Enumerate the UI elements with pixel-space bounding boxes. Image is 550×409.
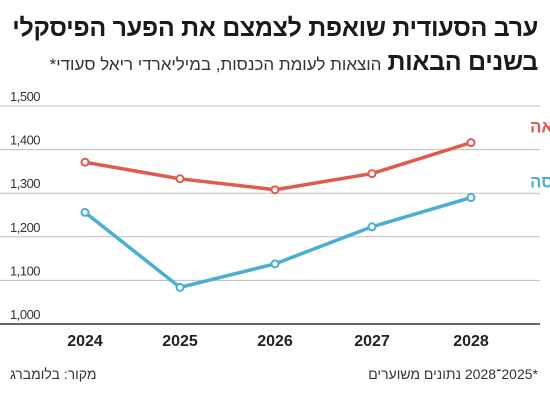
data-point bbox=[466, 193, 476, 203]
y-tick-label: 1,100 bbox=[10, 263, 40, 278]
data-point bbox=[367, 169, 377, 179]
series-label: הכנסה bbox=[530, 173, 550, 192]
data-point bbox=[270, 259, 280, 269]
data-point bbox=[270, 185, 280, 195]
chart-title: ערב הסעודית שואפת לצמצם את הפער הפיסקלי bbox=[12, 14, 538, 42]
data-point bbox=[175, 174, 185, 184]
chart-footer: מקור: בלומברג *2025־2028 נתונים משוערים bbox=[10, 366, 538, 388]
chart-subtitle: הוצאות לעומת הכנסות, במיליארדי ריאל סעוד… bbox=[49, 55, 382, 74]
x-tick-label: 2027 bbox=[354, 333, 390, 350]
series-label: הוצאה bbox=[530, 118, 550, 137]
x-tick-label: 2024 bbox=[67, 333, 103, 350]
chart-title-line2: בשנים הבאות bbox=[387, 48, 538, 76]
y-tick-label: 1,000 bbox=[10, 307, 40, 322]
source-note: מקור: בלומברג bbox=[10, 366, 97, 382]
data-point bbox=[80, 157, 90, 167]
x-tick-label: 2025 bbox=[162, 333, 198, 350]
x-tick-label: 2028 bbox=[453, 333, 489, 350]
data-point bbox=[367, 222, 377, 232]
y-tick-label: 1,200 bbox=[10, 220, 40, 235]
y-tick-label: 1,300 bbox=[10, 176, 40, 191]
data-point bbox=[466, 138, 476, 148]
y-tick-label: 1,400 bbox=[10, 133, 40, 148]
estimate-note: *2025־2028 נתונים משוערים bbox=[368, 366, 538, 382]
series-line bbox=[83, 195, 473, 290]
data-point bbox=[175, 282, 185, 292]
x-tick-label: 2026 bbox=[257, 333, 293, 350]
y-tick-label: 1,500 bbox=[10, 89, 40, 104]
title-and-subtitle-line: בשנים הבאות הוצאות לעומת הכנסות, במיליארד… bbox=[10, 48, 539, 80]
data-point bbox=[80, 207, 90, 217]
